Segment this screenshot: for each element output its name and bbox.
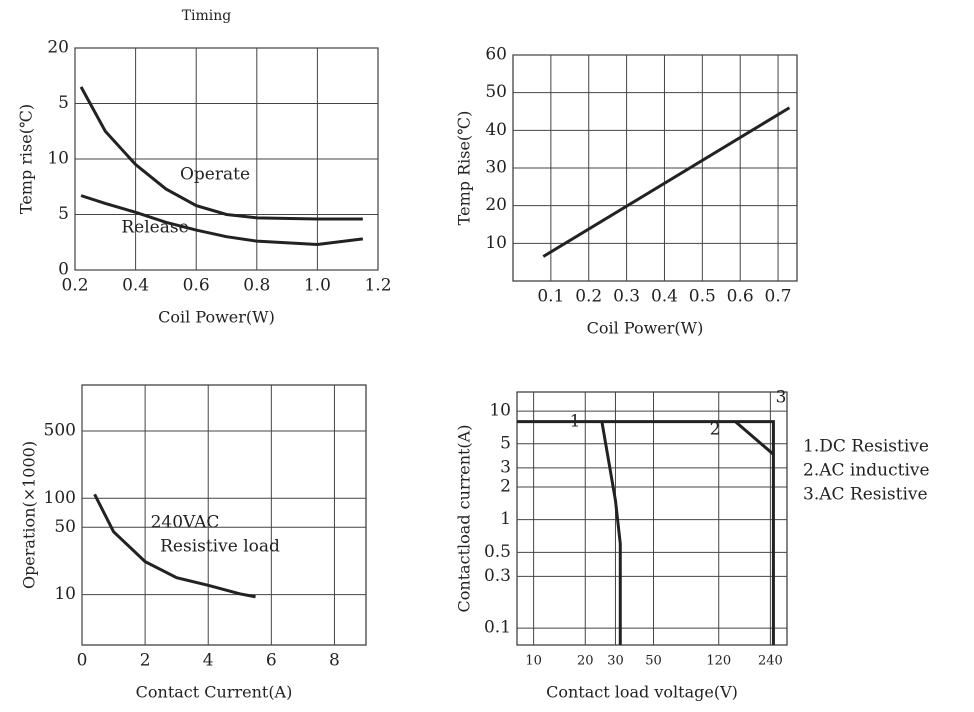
- y-tick-label: 40: [485, 120, 507, 140]
- x-tick-label: 0.7: [765, 287, 792, 307]
- y-tick-label: 0.1: [484, 618, 511, 638]
- y-tick-label: 1: [500, 509, 511, 529]
- x-tick-label: 0.8: [243, 276, 270, 296]
- y-tick-label: 10: [489, 401, 511, 421]
- series-line: [542, 106, 791, 258]
- y-axis-label: Temp Rise(℃): [455, 111, 474, 226]
- y-tick-label: 10: [54, 584, 76, 604]
- y-tick-label: 30: [485, 158, 507, 178]
- annotation: Resistive load: [160, 537, 280, 557]
- x-tick-label: 1.0: [304, 276, 331, 296]
- x-tick-label: 50: [645, 654, 662, 669]
- y-tick-label: 20: [47, 38, 69, 58]
- x-tick-label: 4: [203, 651, 214, 671]
- x-tick-label: 120: [706, 654, 731, 669]
- legend-entry: 2.AC inductive: [803, 461, 930, 481]
- x-tick-label: 0: [77, 651, 88, 671]
- y-tick-label: 2: [500, 476, 511, 496]
- plot-frame: [81, 384, 367, 646]
- y-tick-label: 5: [58, 93, 69, 113]
- x-tick-label: 0.6: [727, 287, 754, 307]
- y-tick-label: 50: [54, 517, 76, 537]
- y-tick-label: 50: [485, 82, 507, 102]
- series-line: [517, 420, 775, 645]
- y-tick-label: 3: [500, 457, 511, 477]
- y-tick-label: 0.3: [484, 566, 511, 586]
- series-line: [734, 420, 775, 456]
- y-tick-label: 100: [44, 488, 76, 508]
- y-axis-label: Temp rise(℃): [17, 104, 36, 214]
- x-tick-label: 0.4: [122, 276, 149, 296]
- x-tick-label: 0.3: [613, 287, 640, 307]
- y-axis-label: Contactload current(A): [455, 425, 474, 613]
- y-tick-label: 500: [44, 420, 76, 440]
- y-tick-label: 60: [485, 45, 507, 65]
- plot-frame: [516, 391, 788, 646]
- x-axis-label: Contact load voltage(V): [546, 683, 738, 702]
- series-line: [79, 86, 363, 221]
- x-tick-label: 0.6: [183, 276, 210, 296]
- curve-label: Operate: [180, 165, 250, 185]
- x-tick-label: 2: [140, 651, 151, 671]
- x-tick-label: 6: [266, 651, 277, 671]
- x-tick-label: 0.5: [689, 287, 716, 307]
- y-tick-label: 0: [58, 260, 69, 280]
- x-tick-label: 240: [758, 654, 783, 669]
- series-line: [93, 493, 256, 599]
- x-tick-label: 30: [607, 654, 624, 669]
- x-tick-label: 0.4: [651, 287, 678, 307]
- x-tick-label: 20: [577, 654, 594, 669]
- x-axis-label: Coil Power(W): [587, 319, 704, 338]
- x-axis-label: Coil Power(W): [158, 308, 275, 327]
- annotation: 240VAC: [151, 513, 220, 533]
- y-tick-label: 10: [485, 233, 507, 253]
- series-line: [80, 194, 364, 246]
- y-tick-label: 20: [485, 195, 507, 215]
- y-tick-label: 5: [500, 433, 511, 453]
- curve-label: 3: [776, 388, 787, 408]
- chart-title: Timing: [182, 8, 232, 24]
- curve-label: 2: [710, 420, 721, 440]
- x-axis-label: Contact Current(A): [136, 683, 293, 702]
- y-tick-label: 5: [58, 204, 69, 224]
- series-line: [600, 421, 622, 645]
- legend-entry: 1.DC Resistive: [803, 437, 929, 457]
- x-tick-label: 8: [329, 651, 340, 671]
- x-tick-label: 0.2: [575, 287, 602, 307]
- x-tick-label: 10: [525, 654, 542, 669]
- y-tick-label: 0.5: [484, 542, 511, 562]
- curve-label: Release: [121, 218, 188, 238]
- x-tick-label: 0.2: [61, 276, 88, 296]
- y-axis-label: Operation(×1000): [20, 441, 39, 589]
- legend-entry: 3.AC Resistive: [803, 485, 928, 505]
- x-tick-label: 1.2: [364, 276, 391, 296]
- x-tick-label: 0.1: [537, 287, 564, 307]
- y-tick-label: 10: [47, 149, 69, 169]
